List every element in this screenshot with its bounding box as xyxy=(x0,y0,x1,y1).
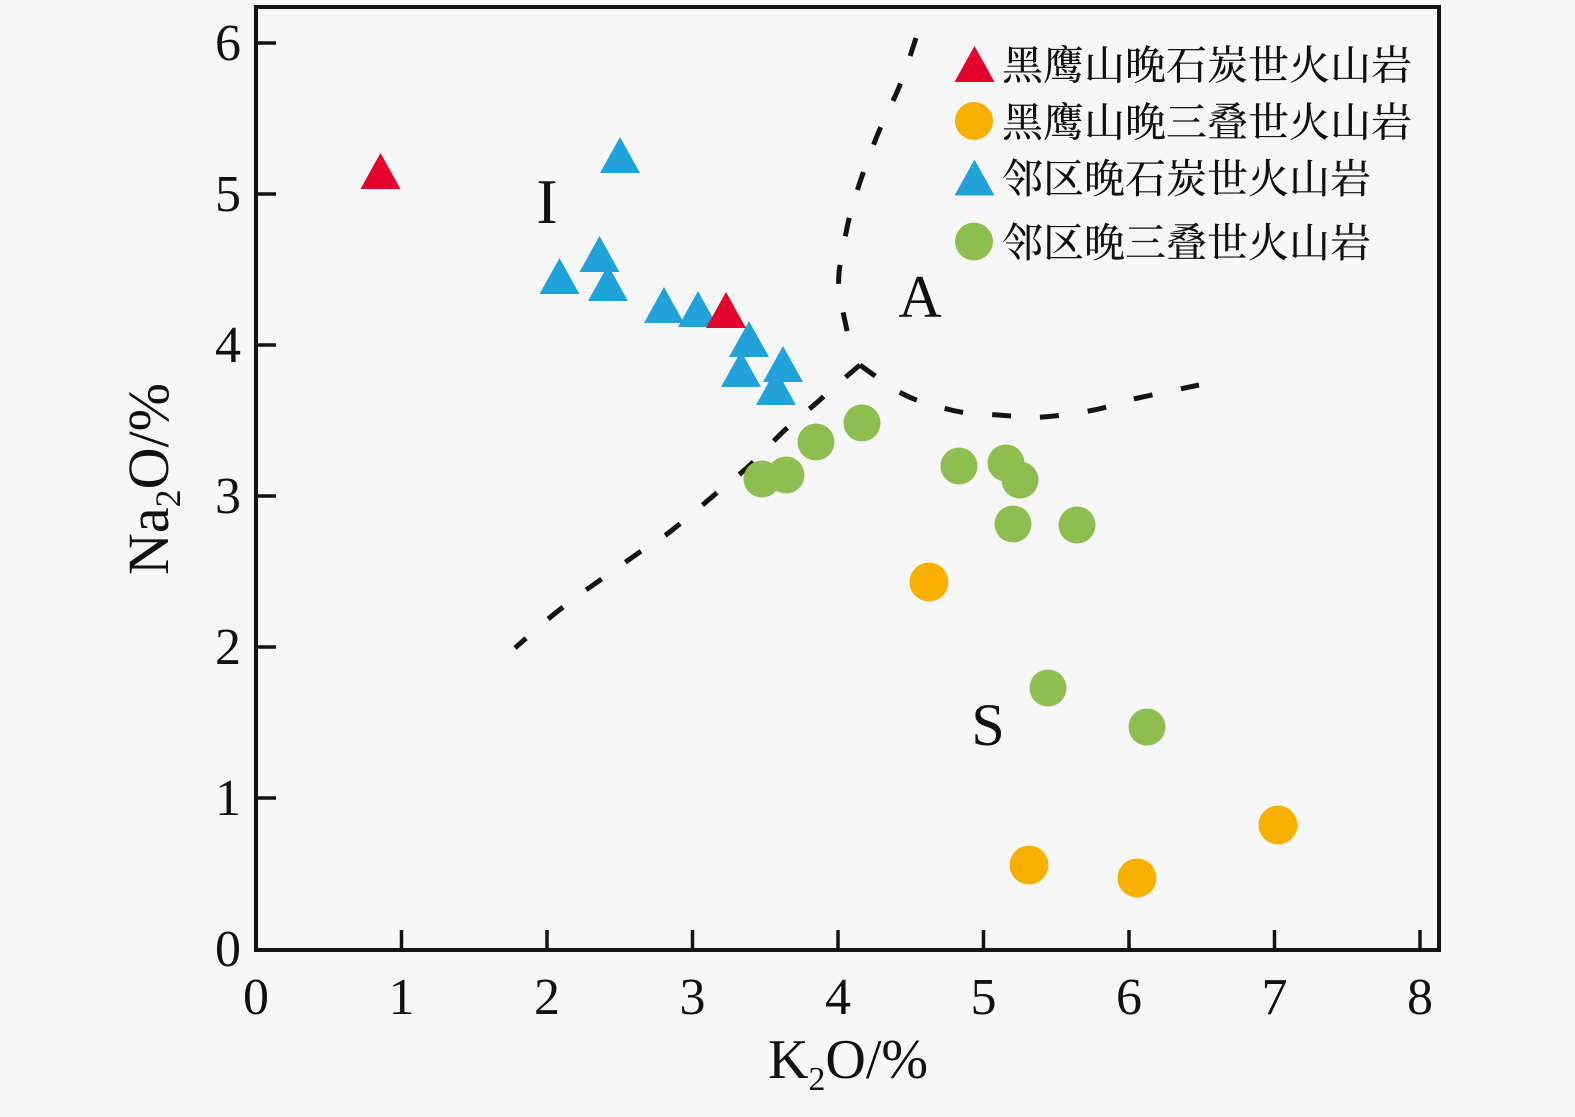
svg-text:0: 0 xyxy=(215,921,241,978)
svg-text:5: 5 xyxy=(971,969,997,1026)
svg-text:S: S xyxy=(971,692,1004,758)
svg-text:6: 6 xyxy=(1116,969,1142,1026)
svg-text:3: 3 xyxy=(215,468,241,525)
svg-text:4: 4 xyxy=(215,317,241,374)
svg-text:2: 2 xyxy=(534,969,560,1026)
svg-text:3: 3 xyxy=(680,969,706,1026)
svg-text:Na2O/%: Na2O/% xyxy=(116,383,188,575)
svg-text:K2O/%: K2O/% xyxy=(768,1029,928,1098)
svg-text:4: 4 xyxy=(825,969,851,1026)
svg-text:I: I xyxy=(536,166,557,237)
svg-text:8: 8 xyxy=(1407,969,1433,1026)
svg-text:1: 1 xyxy=(215,770,241,827)
svg-text:7: 7 xyxy=(1262,969,1288,1026)
svg-text:6: 6 xyxy=(215,15,241,72)
svg-text:1: 1 xyxy=(389,969,415,1026)
svg-text:2: 2 xyxy=(215,619,241,676)
svg-text:A: A xyxy=(898,264,941,330)
svg-text:0: 0 xyxy=(243,969,269,1026)
svg-text:5: 5 xyxy=(215,166,241,223)
